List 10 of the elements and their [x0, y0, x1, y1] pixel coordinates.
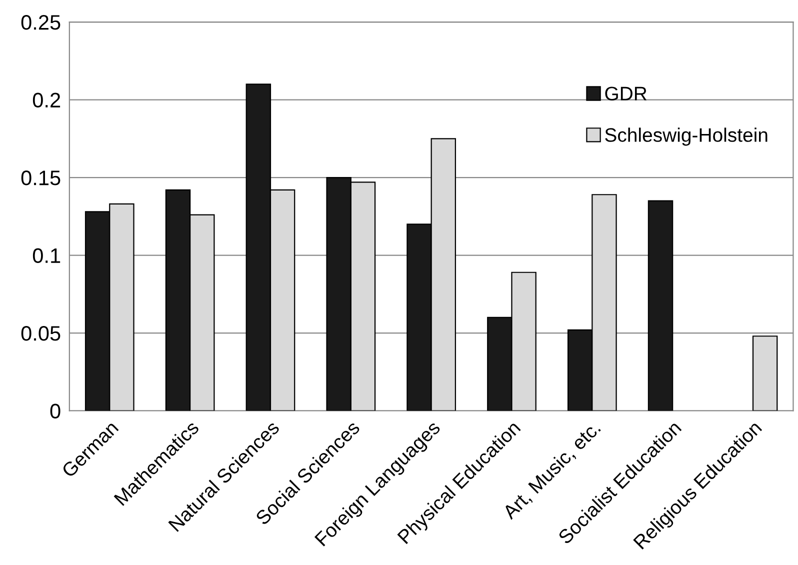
y-tick-label: 0.05: [21, 326, 60, 341]
legend-label: GDR: [605, 86, 647, 100]
y-tick-label: 0.25: [21, 15, 60, 30]
y-tick-label: 0.1: [32, 248, 60, 264]
bar: [648, 200, 674, 411]
bar: [752, 336, 778, 411]
y-tick-label: 0.15: [21, 170, 60, 186]
y-tick-label: 0: [50, 404, 60, 419]
y-tick-label: 0.2: [32, 92, 60, 108]
legend-label: Schleswig-Holstein: [605, 128, 768, 146]
